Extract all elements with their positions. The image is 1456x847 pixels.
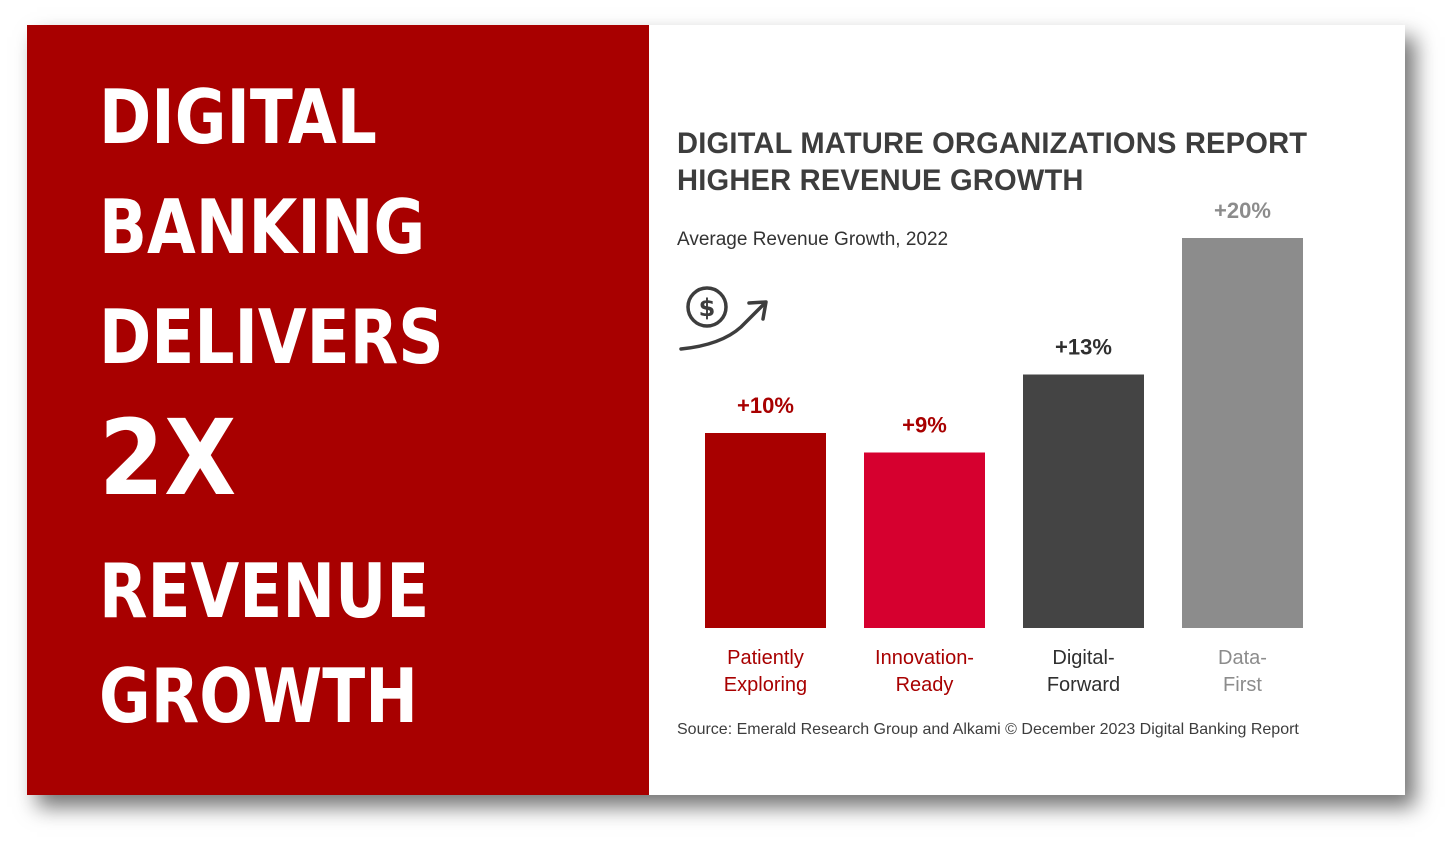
chart-panel: DIGITAL MATURE ORGANIZATIONS REPORT HIGH…	[649, 25, 1405, 795]
data-label-2: +9%	[902, 413, 947, 438]
headline-line-revenue: REVENUE	[99, 547, 430, 635]
headline-line-growth: GROWTH	[99, 652, 418, 740]
headline-line-banking: BANKING	[99, 183, 426, 271]
bar-1	[705, 433, 826, 628]
chart-subtitle: Average Revenue Growth, 2022	[677, 229, 949, 250]
svg-text:$: $	[699, 294, 716, 322]
bar-3	[1023, 374, 1144, 628]
infographic-card: DIGITAL BANKING DELIVERS 2X REVENUE GROW…	[27, 25, 1405, 795]
source-note: Source: Emerald Research Group and Alkam…	[677, 721, 1299, 738]
headline-panel: DIGITAL BANKING DELIVERS 2X REVENUE GROW…	[27, 25, 649, 795]
bar-4	[1182, 238, 1303, 628]
data-label-4: +20%	[1214, 198, 1271, 223]
chart-title-line-2: HIGHER REVENUE GROWTH	[677, 164, 1084, 197]
headline-line-digital: DIGITAL	[99, 73, 377, 161]
bar-chart: +10% Patiently Exploring +9% Innovation-Read…	[705, 198, 1303, 696]
category-label-4: Data-First	[1218, 647, 1267, 696]
category-label-1: Patiently Exploring	[724, 647, 807, 696]
category-label-2: Innovation-Ready	[875, 647, 974, 696]
headline-line-2x: 2X	[99, 397, 237, 519]
data-label-3: +13%	[1055, 335, 1112, 360]
dollar-growth-arrow-icon: $	[679, 283, 775, 360]
chart-title-line-1: DIGITAL MATURE ORGANIZATIONS REPORT	[677, 127, 1308, 160]
headline-line-delivers: DELIVERS	[99, 293, 444, 381]
category-label-3: Digital-Forward	[1047, 647, 1120, 696]
data-label-1: +10%	[737, 393, 794, 418]
bar-2	[864, 452, 985, 628]
